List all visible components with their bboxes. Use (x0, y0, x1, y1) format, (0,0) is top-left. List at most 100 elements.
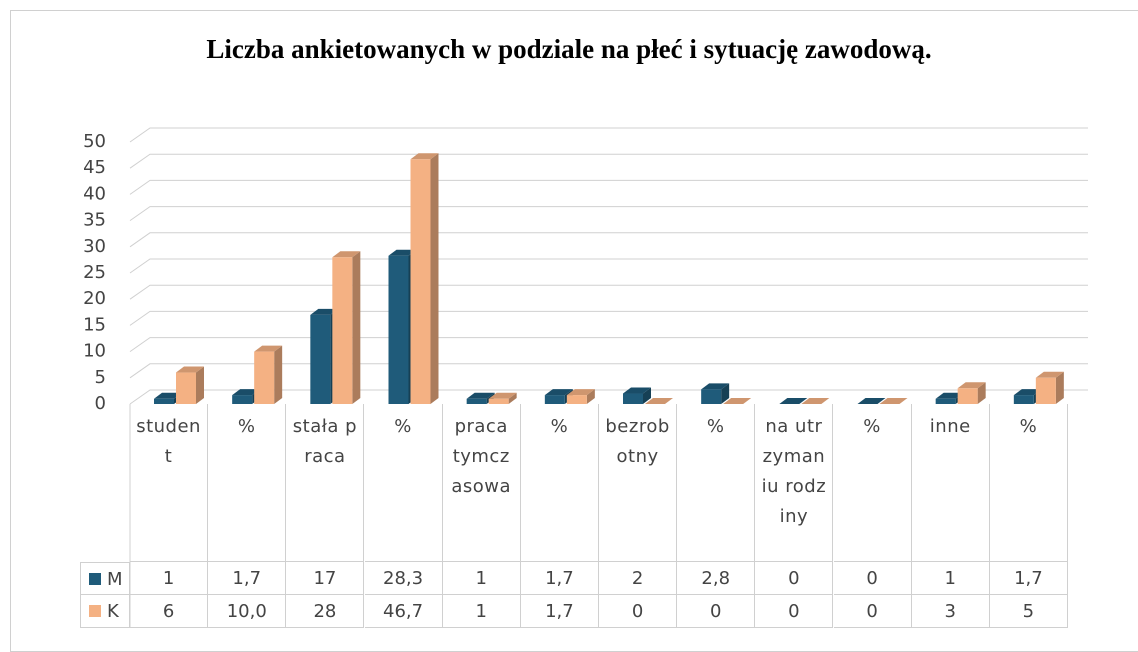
bar-top (566, 389, 595, 396)
grid-line (129, 337, 1088, 353)
category-label: stała praca (286, 404, 365, 562)
table-value: 1,7 (520, 562, 599, 595)
bar-top (1013, 389, 1042, 396)
table-value: 0 (755, 562, 834, 595)
bar-top (466, 392, 495, 399)
bar (466, 398, 487, 404)
table-value: 28 (286, 595, 365, 628)
table-value: 0 (599, 595, 678, 628)
grid-line (129, 232, 1088, 248)
bar (410, 159, 431, 404)
bar-side (196, 366, 204, 404)
table-value: 28,3 (364, 562, 443, 595)
category-label: praca tymczasowa (442, 404, 521, 562)
grid-line (129, 310, 1088, 326)
grid-line (129, 127, 1088, 143)
y-tick-label: 20 (83, 288, 106, 309)
grid-line (129, 153, 1088, 169)
y-tick-label: 5 (95, 367, 106, 388)
bar (957, 388, 978, 404)
legend-entry: M (80, 562, 130, 595)
bar-side (508, 392, 517, 404)
y-tick-label: 50 (83, 131, 106, 152)
bar-side (274, 345, 283, 404)
bar (566, 395, 587, 404)
bar-side (1055, 371, 1064, 404)
category-label: student (130, 404, 209, 562)
y-tick-label: 15 (83, 314, 106, 335)
bar-top (310, 308, 339, 315)
category-label: inne (911, 404, 990, 562)
table-value: 2 (599, 562, 678, 595)
bar-top (957, 382, 986, 389)
category-label: bezrobotny (599, 404, 678, 562)
table-value: 1 (442, 562, 521, 595)
category-label: % (989, 404, 1068, 562)
table-value: 1,7 (989, 562, 1068, 595)
bar-top (176, 366, 204, 373)
category-label: % (833, 404, 912, 562)
bar-side (721, 383, 730, 404)
bar-side (430, 153, 439, 404)
grid-line (129, 389, 1088, 405)
bar (488, 398, 509, 404)
bar-side (586, 389, 595, 404)
bar (388, 255, 409, 404)
bar-top (488, 392, 517, 399)
table-value: 1 (130, 562, 209, 595)
bar-side (352, 251, 361, 404)
bar-top (857, 398, 886, 404)
category-label: % (364, 404, 443, 562)
bar-top (623, 387, 651, 394)
bar-side (643, 387, 651, 404)
bar (935, 398, 956, 404)
bar (544, 395, 565, 404)
bar-top (154, 392, 182, 399)
bar-top (1035, 371, 1064, 378)
table-value: 0 (755, 595, 834, 628)
table-value: 0 (833, 595, 912, 628)
table-value: 3 (911, 595, 990, 628)
grid-line (129, 258, 1088, 274)
y-tick-label: 35 (83, 210, 106, 231)
table-value: 1 (911, 562, 990, 595)
category-label: na utrzymaniu rodziny (755, 404, 834, 562)
bar (1035, 377, 1056, 404)
table-value: 1 (442, 595, 521, 628)
table-value: 1,7 (208, 562, 287, 595)
table-value: 0 (677, 595, 756, 628)
bar-top (779, 398, 808, 404)
table-value: 46,7 (364, 595, 443, 628)
bar-top (544, 389, 573, 396)
bar-top (254, 345, 283, 352)
bar-top (232, 389, 261, 396)
grid-line (129, 284, 1088, 300)
bar (623, 393, 643, 404)
legend-swatch (89, 573, 101, 585)
bar-top (701, 383, 730, 390)
y-tick-label: 10 (83, 341, 106, 362)
bar-top (879, 398, 908, 404)
legend-swatch (89, 605, 101, 617)
table-value: 5 (989, 595, 1068, 628)
y-tick-label: 30 (83, 236, 106, 257)
bar (154, 398, 174, 404)
bar (176, 372, 196, 404)
bar-top (332, 251, 361, 258)
chart-title: Liczba ankietowanych w podziale na płeć … (206, 34, 932, 64)
bar (310, 314, 331, 404)
y-tick-label: 25 (83, 262, 106, 283)
legend-label: M (107, 569, 123, 590)
bar (254, 351, 275, 404)
bar-top (388, 249, 417, 256)
bar (332, 257, 353, 404)
grid-line (129, 179, 1088, 195)
bar-top (935, 392, 964, 399)
bar-top (801, 398, 830, 404)
bar (232, 395, 253, 404)
y-tick-label: 40 (83, 183, 106, 204)
category-label: % (520, 404, 599, 562)
grid-line (129, 206, 1088, 222)
bar (1013, 395, 1034, 404)
